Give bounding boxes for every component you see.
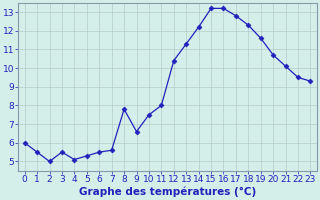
X-axis label: Graphe des températures (°C): Graphe des températures (°C) [79,187,256,197]
